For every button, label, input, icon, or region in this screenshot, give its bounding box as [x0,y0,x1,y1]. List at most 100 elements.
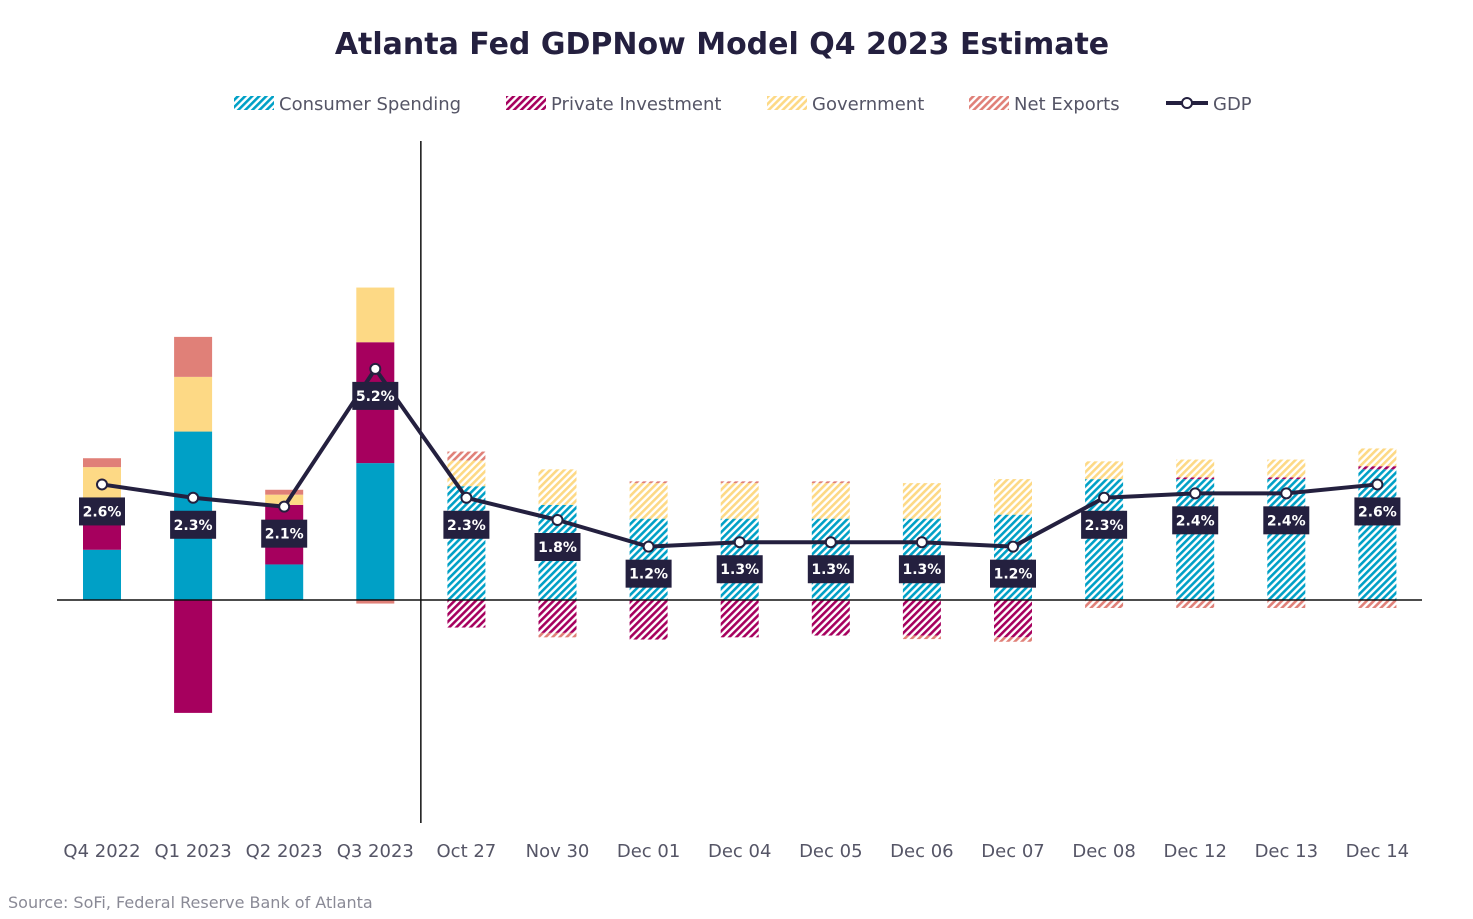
gdp-point-dec-14 [1371,478,1384,491]
gdp-point-q2-2023 [278,500,291,513]
x-tick-q2-2023: Q2 2023 [246,841,323,862]
bar-net-exports-dec-01 [629,481,668,484]
bar-consumer-spending-oct-27 [447,486,486,600]
gdp-point-dec-06 [915,536,928,549]
x-tick-dec-05: Dec 05 [799,841,862,862]
x-tick-dec-06: Dec 06 [890,841,953,862]
bar-net-exports-q1-2023 [174,336,213,377]
legend-label: GDP [1213,94,1252,115]
gdp-point-nov-30 [551,514,564,526]
bar-net-exports-nov-30 [538,632,577,638]
x-tick-q4-2022: Q4 2022 [63,841,140,862]
gdp-label-q1-2023: 2.3% [170,510,217,539]
bar-government-q2-2023 [265,494,304,505]
gdp-point-dec-08 [1098,491,1111,504]
bar-government-dec-13 [1267,459,1306,478]
bar-net-exports-q2-2023 [265,489,304,495]
gdp-label-text: 1.8% [538,540,577,556]
gdp-label-text: 1.2% [994,567,1033,583]
gdp-label-text: 2.6% [1358,504,1397,520]
legend-label: Consumer Spending [279,94,461,115]
bar-net-exports-dec-08 [1085,600,1124,608]
bar-private-investment-dec-14 [1358,466,1397,470]
legend-label: Private Investment [551,94,721,115]
gdp-label-text: 2.1% [265,527,304,543]
chart-title: Atlanta Fed GDPNow Model Q4 2023 Estimat… [335,27,1109,62]
bar-net-exports-oct-27 [447,451,486,461]
legend-item-consumer-spending: Consumer Spending [234,94,461,115]
gdp-label-text: 1.3% [720,562,759,578]
x-tick-oct-27: Oct 27 [437,841,497,862]
gdp-label-q4-2022: 2.6% [79,497,125,526]
gdp-label-text: 2.6% [83,504,122,520]
bar-net-exports-q3-2023 [356,600,395,604]
gdp-point-oct-27 [460,491,473,504]
legend-item-gdp: GDP [1166,94,1252,115]
bar-consumer-spending-q2-2023 [265,564,304,600]
legend-swatch [506,96,546,110]
gdp-point-q1-2023 [187,491,200,504]
gdp-point-q4-2022 [96,478,108,491]
legend: Consumer Spending Private Investment Gover… [234,94,1252,115]
bar-government-dec-04 [720,483,759,519]
gdp-label-q2-2023: 2.1% [261,519,308,548]
x-tick-q3-2023: Q3 2023 [337,841,414,862]
bar-net-exports-dec-14 [1358,600,1397,608]
gdp-label-q3-2023: 5.2% [352,381,399,410]
gdp-point-dec-05 [824,536,837,549]
legend-label: Government [812,94,924,115]
gdp-label-dec-07: 1.2% [990,559,1036,588]
gdp-label-text: 5.2% [356,389,395,405]
gdp-label-oct-27: 2.3% [443,510,490,539]
bar-private-investment-oct-27 [447,600,486,628]
gdp-label-dec-05: 1.3% [807,555,854,584]
bar-government-q1-2023 [174,376,213,432]
legend-swatch [234,96,274,110]
x-tick-dec-01: Dec 01 [617,841,680,862]
gdp-label-nov-30: 1.8% [534,533,581,561]
bar-private-investment-nov-30 [538,600,577,633]
gdp-label-dec-01: 1.2% [625,559,672,588]
gdp-label-dec-14: 2.6% [1354,497,1401,526]
bar-net-exports-dec-06 [902,635,941,640]
bar-government-dec-12 [1176,459,1215,478]
gdp-label-text: 1.2% [629,567,668,583]
bar-consumer-spending-q4-2022 [83,549,121,600]
gdp-label-text: 2.4% [1267,513,1306,529]
gdp-label-dec-06: 1.3% [898,555,945,584]
bar-consumer-spending-q3-2023 [356,463,395,600]
bar-net-exports-dec-13 [1267,600,1306,608]
bar-net-exports-dec-05 [811,481,850,484]
plot-area: 2.6% 2.3% 2.1% 5.2% 2.3% 1.8% 1.2% 1.3% 1.3% 1.3%… [57,141,1422,862]
bar-private-investment-dec-05 [811,600,850,636]
bar-net-exports-dec-07 [994,637,1032,642]
gdp-point-dec-12 [1189,487,1202,500]
bar-private-investment-dec-06 [902,600,941,636]
gdp-label-dec-08: 2.3% [1081,510,1128,539]
gdp-point-dec-13 [1280,487,1293,500]
bar-consumer-spending-dec-01 [629,518,668,600]
bar-net-exports-dec-04 [720,481,759,484]
legend-swatch [767,96,807,110]
gdp-label-dec-13: 2.4% [1263,506,1310,535]
gdp-point-dec-04 [733,536,746,549]
bar-government-nov-30 [538,469,577,505]
gdp-label-text: 2.3% [174,518,213,534]
bar-private-investment-q1-2023 [174,600,213,713]
gdp-point-dec-01 [642,540,655,553]
bar-private-investment-dec-07 [994,600,1032,638]
bar-government-dec-05 [811,483,850,519]
bar-private-investment-dec-04 [720,600,759,638]
gdp-label-dec-04: 1.3% [716,555,763,584]
bar-private-investment-dec-13 [1267,477,1306,480]
x-tick-dec-12: Dec 12 [1163,841,1226,862]
x-tick-dec-13: Dec 13 [1255,841,1318,862]
gdp-point-dec-07 [1007,540,1019,553]
x-tick-q1-2023: Q1 2023 [155,841,232,862]
legend-marker [1181,97,1193,109]
legend-label: Net Exports [1014,94,1120,115]
x-tick-nov-30: Nov 30 [526,841,590,862]
gdp-label-dec-12: 2.4% [1172,506,1219,535]
bar-net-exports-dec-12 [1176,600,1215,608]
